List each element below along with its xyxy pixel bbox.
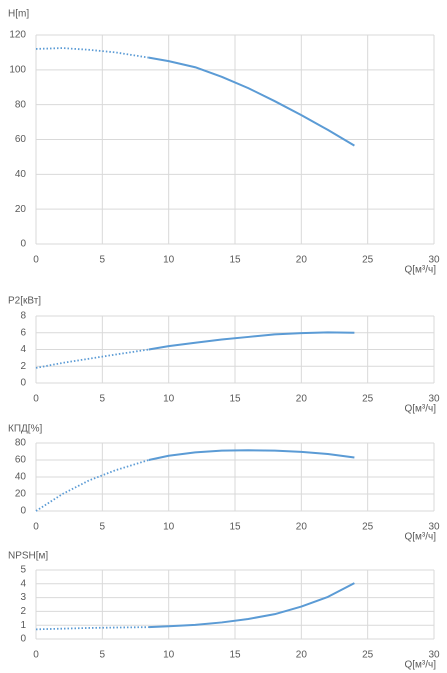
curve	[35, 47, 149, 59]
y-tick-label: 0	[20, 506, 26, 517]
y-tick-label: 2	[20, 361, 26, 372]
y-tick-label: 80	[15, 99, 27, 110]
y-tick-label: 60	[15, 134, 27, 145]
x-tick-label: 5	[100, 522, 106, 533]
y-axis-label: P2[кВт]	[8, 296, 41, 307]
x-tick-label: 25	[362, 522, 374, 533]
x-axis-label: Q[м³/ч]	[404, 404, 436, 415]
x-tick-label: 30	[428, 522, 440, 533]
curve	[148, 56, 355, 147]
x-tick-label: 30	[428, 650, 440, 661]
curve	[148, 331, 355, 351]
y-tick-label: 0	[20, 634, 26, 645]
x-tick-label: 5	[100, 650, 106, 661]
y-axis-label: КПД[%]	[8, 424, 42, 435]
curve	[148, 582, 355, 629]
x-axis-label: Q[м³/ч]	[404, 265, 436, 276]
x-tick-label: 20	[296, 522, 308, 533]
y-tick-label: 120	[9, 30, 26, 41]
x-axis-label: Q[м³/ч]	[404, 532, 436, 543]
y-tick-label: 40	[15, 169, 27, 180]
y-tick-label: 4	[20, 344, 26, 355]
x-tick-label: 0	[33, 522, 39, 533]
x-tick-label: 15	[229, 255, 241, 266]
x-tick-label: 0	[33, 650, 39, 661]
y-tick-label: 4	[20, 578, 26, 589]
y-tick-label: 60	[15, 455, 27, 466]
x-tick-label: 10	[163, 394, 175, 405]
curve	[35, 459, 150, 512]
x-tick-label: 30	[428, 394, 440, 405]
x-tick-label: 25	[362, 255, 374, 266]
curve	[148, 449, 355, 461]
x-axis-label: Q[м³/ч]	[404, 660, 436, 671]
y-tick-label: 100	[9, 64, 26, 75]
x-tick-label: 10	[163, 522, 175, 533]
x-tick-label: 15	[229, 650, 241, 661]
x-tick-label: 20	[296, 255, 308, 266]
y-tick-label: 3	[20, 592, 26, 603]
y-tick-label: 5	[20, 565, 26, 576]
y-tick-label: 6	[20, 327, 26, 338]
x-tick-label: 5	[100, 394, 106, 405]
x-tick-label: 15	[229, 394, 241, 405]
y-tick-label: 80	[15, 438, 27, 449]
x-tick-label: 20	[296, 650, 308, 661]
x-tick-label: 0	[33, 255, 39, 266]
x-tick-label: 10	[163, 255, 175, 266]
y-tick-label: 1	[20, 620, 26, 631]
x-tick-label: 20	[296, 394, 308, 405]
y-tick-label: 2	[20, 606, 26, 617]
x-tick-label: 25	[362, 650, 374, 661]
y-tick-label: 20	[15, 489, 27, 500]
x-tick-label: 0	[33, 394, 39, 405]
x-tick-label: 5	[100, 255, 106, 266]
x-tick-label: 15	[229, 522, 241, 533]
y-tick-label: 0	[20, 378, 26, 389]
x-tick-label: 25	[362, 394, 374, 405]
x-tick-label: 30	[428, 255, 440, 266]
y-axis-label: NPSH[м]	[8, 551, 48, 562]
y-tick-label: 40	[15, 472, 27, 483]
y-tick-label: 20	[15, 204, 27, 215]
curve	[35, 626, 149, 631]
x-tick-label: 10	[163, 650, 175, 661]
y-tick-label: 8	[20, 311, 26, 322]
y-axis-label: H[m]	[8, 9, 29, 20]
y-tick-label: 0	[20, 239, 26, 250]
curve	[35, 348, 149, 369]
